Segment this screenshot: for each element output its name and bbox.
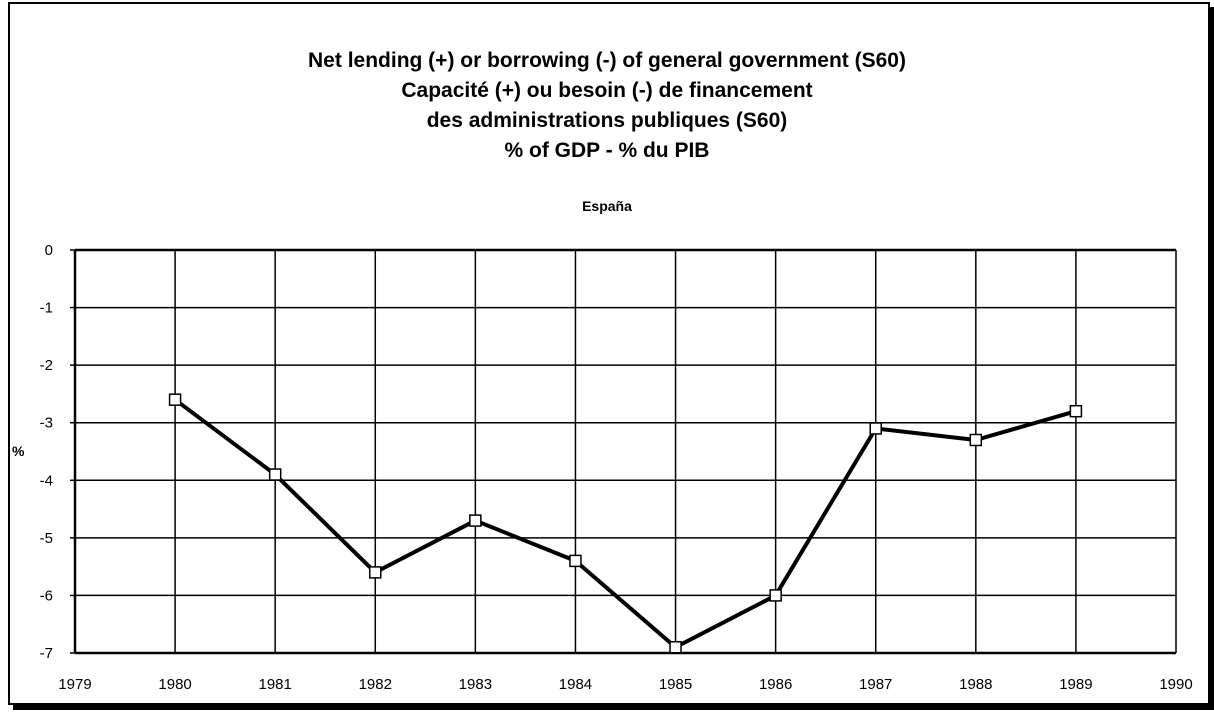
title-line-1: Net lending (+) or borrowing (-) of gene… (308, 49, 906, 72)
title-line-2: Capacité (+) ou besoin (-) de financemen… (401, 79, 813, 102)
y-tick-label: -3 (40, 415, 53, 432)
x-tick-label: 1981 (258, 676, 291, 693)
y-tick-label: 0 (45, 242, 53, 259)
data-point (268, 468, 282, 481)
x-tick-label: 1987 (859, 676, 892, 693)
series-line (173, 398, 1077, 650)
x-tick-label: 1982 (359, 676, 392, 693)
y-tick-label: -2 (40, 357, 53, 374)
chart-subtitle: España (582, 198, 632, 214)
data-point (1069, 404, 1083, 418)
series-layer (168, 393, 1083, 654)
data-point (569, 554, 582, 568)
y-tick-label: -6 (40, 587, 53, 604)
x-tick-label: 1986 (759, 676, 792, 693)
data-point (669, 640, 682, 654)
x-tick-label: 1989 (1059, 676, 1092, 693)
grid-layer (75, 248, 1176, 653)
y-axis-label: % (12, 443, 25, 459)
x-tick-label: 1983 (459, 676, 492, 693)
tick-labels: 0 -1 -2 -3 -4 -5 -6 -7 1979 1980 1981 1982 1983 1984 1… (40, 242, 1193, 693)
x-tick-label: 1990 (1159, 676, 1192, 693)
axis-layer (70, 249, 1177, 655)
data-point (168, 393, 182, 406)
chart-title: Net lending (+) or borrowing (-) of gene… (0, 46, 1214, 166)
y-tick-label: -1 (40, 300, 53, 317)
data-point (969, 433, 983, 447)
x-tick-label: 1979 (58, 676, 91, 693)
y-tick-label: -4 (40, 472, 53, 489)
x-tick-label: 1985 (659, 676, 692, 693)
data-point (469, 514, 482, 527)
y-tick-label: -5 (40, 530, 53, 547)
data-point (869, 422, 882, 435)
y-tick-label: -7 (40, 645, 53, 662)
x-tick-label: 1988 (959, 676, 992, 693)
x-tick-label: 1980 (158, 676, 191, 693)
data-point (369, 566, 382, 579)
title-line-4: % of GDP - % du PIB (504, 139, 710, 162)
title-line-3: des administrations publiques (S60) (426, 109, 788, 132)
data-point (769, 589, 782, 602)
x-tick-label: 1984 (559, 676, 592, 693)
